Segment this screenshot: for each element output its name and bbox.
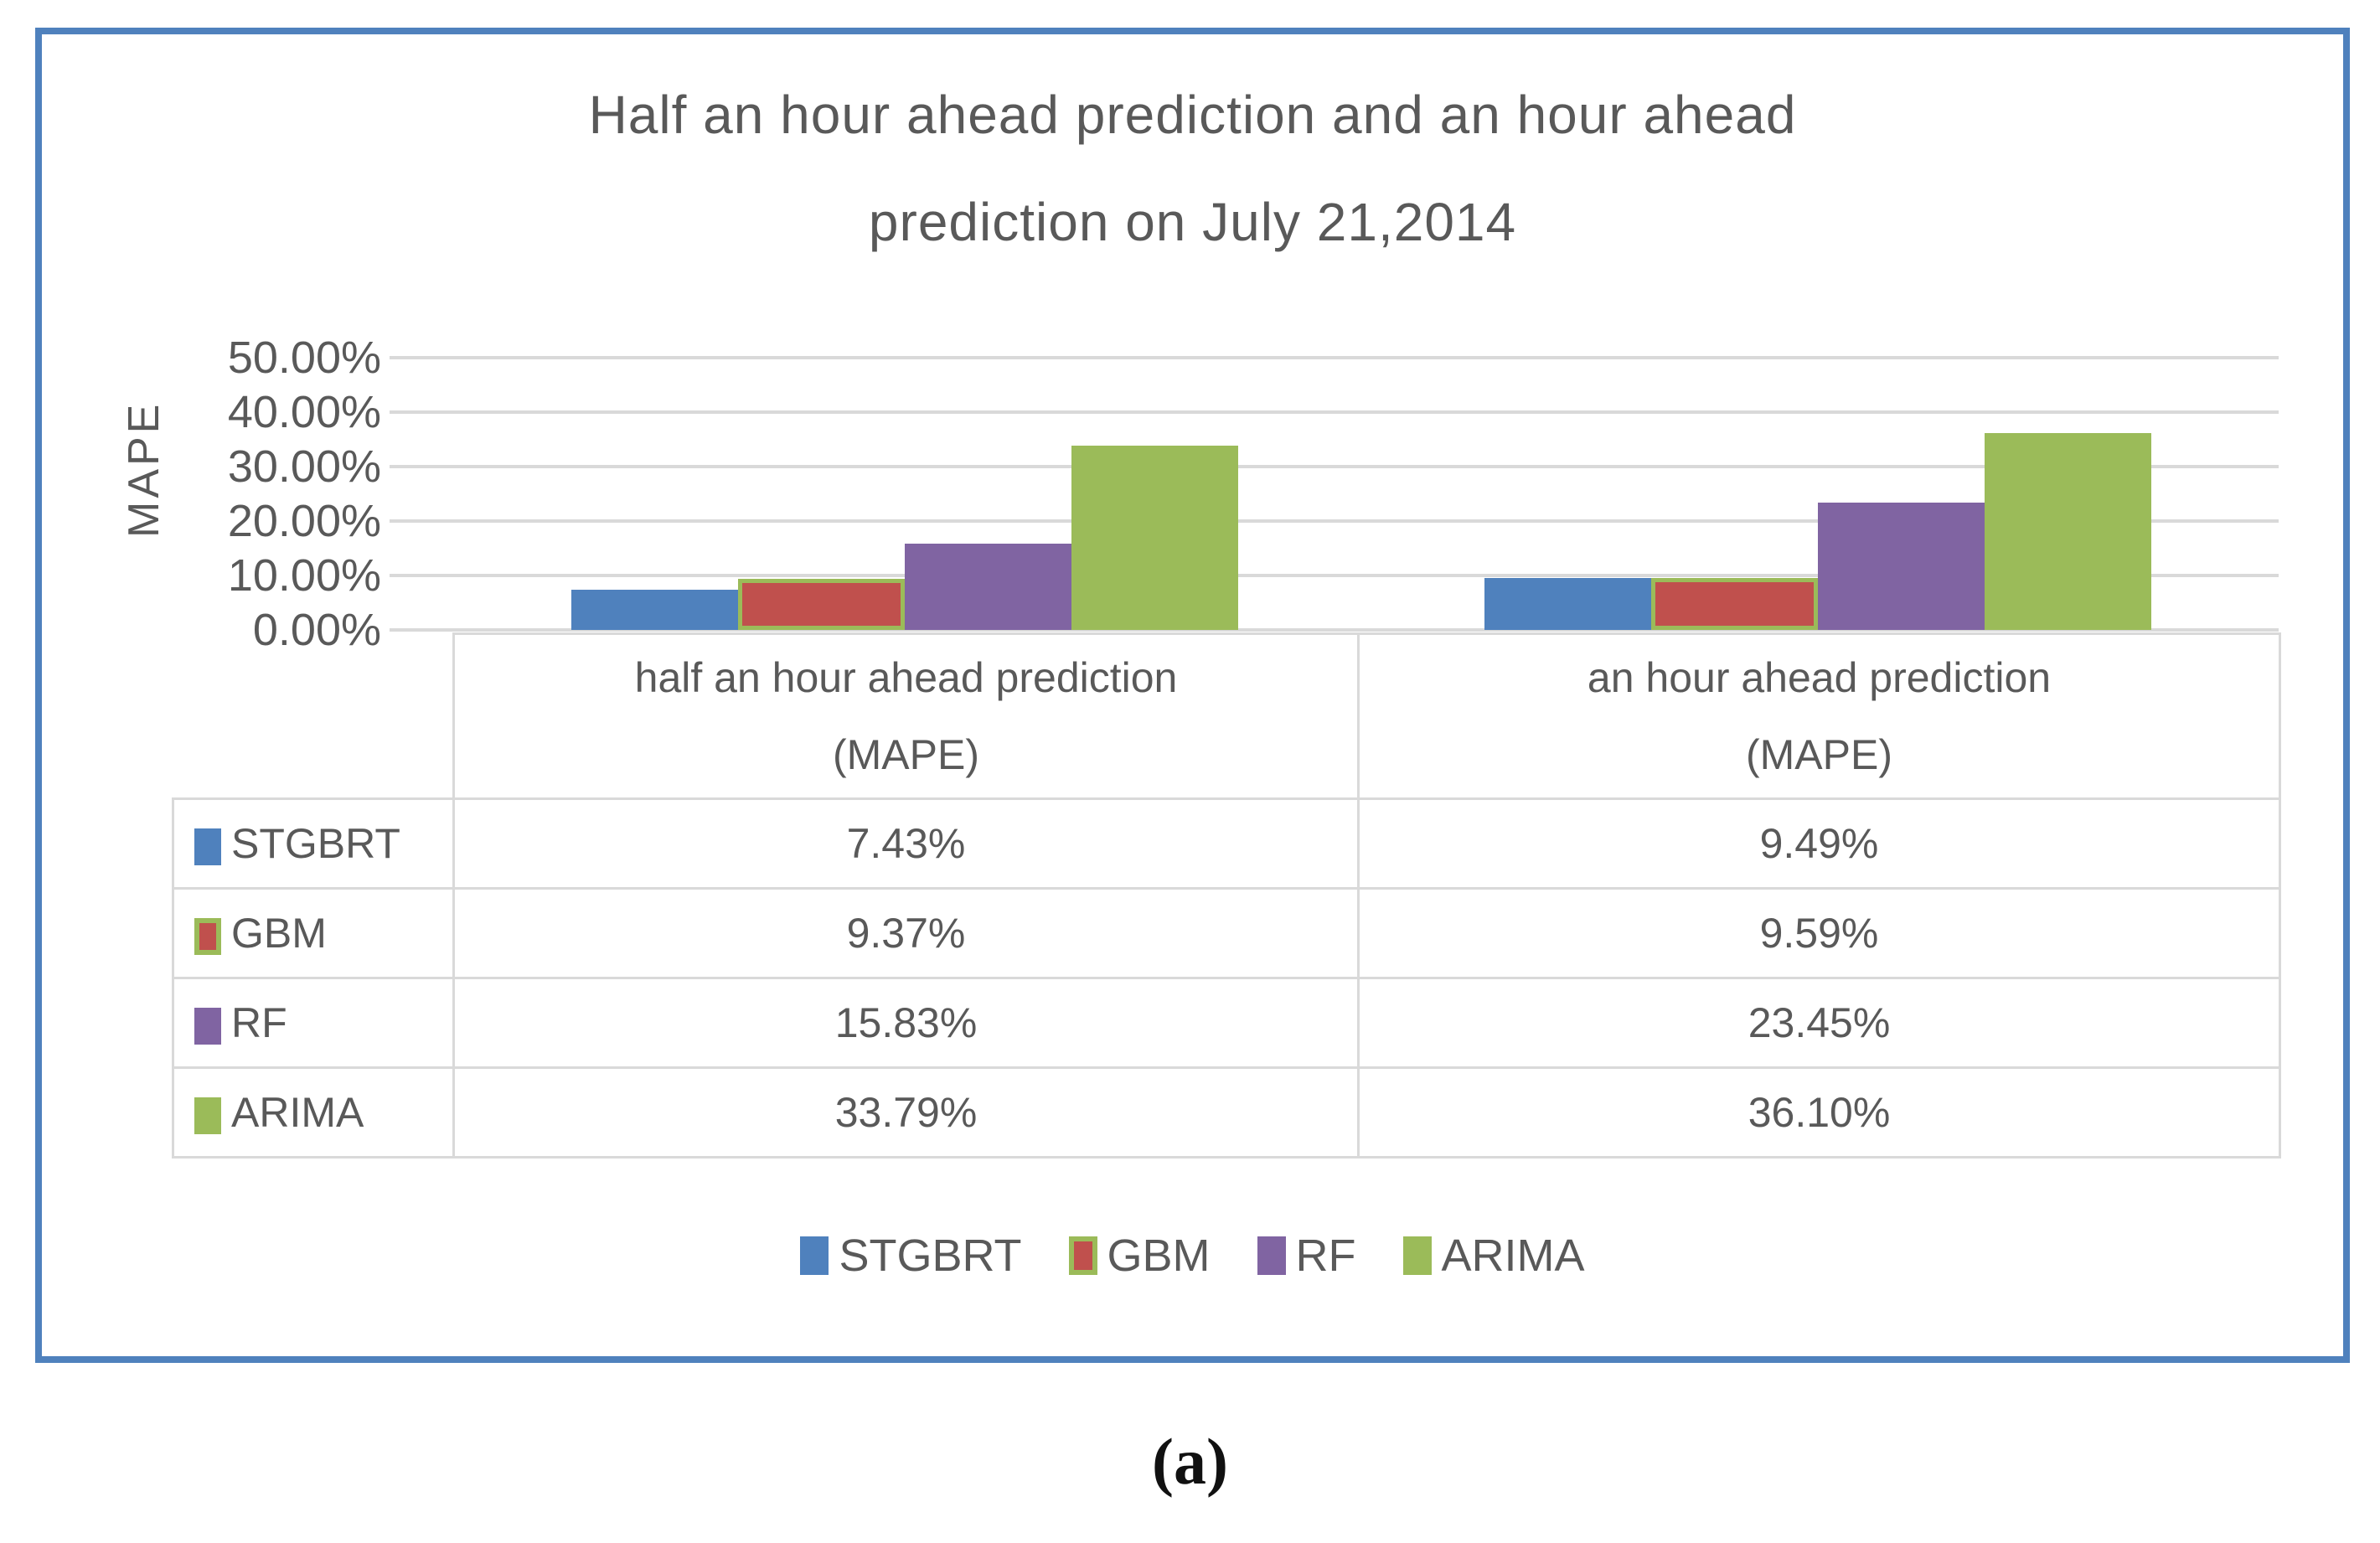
gridline — [390, 574, 2279, 577]
table-row: STGBRT 7.43% 9.49% — [172, 797, 2281, 890]
table-corner-empty — [173, 634, 454, 799]
legend-label: GBM — [1107, 1231, 1211, 1281]
y-tick-label: 0.00% — [252, 605, 381, 655]
column-header: half an hour ahead prediction (MAPE) — [452, 632, 1360, 800]
value-cell: 33.79% — [452, 1066, 1360, 1159]
series-swatch-icon — [194, 1007, 221, 1045]
gridline — [390, 410, 2279, 414]
chart-title-line2: prediction on July 21,2014 — [868, 192, 1517, 252]
column-header-line: (MAPE) — [1746, 731, 1892, 778]
series-swatch-icon — [194, 828, 221, 865]
value-cell: 9.37% — [452, 887, 1360, 979]
legend-item-gbm: GBM — [1068, 1230, 1211, 1282]
legend-swatch-icon — [1402, 1236, 1432, 1275]
gridline — [390, 356, 2279, 359]
bar-stgbrt-category-1 — [1484, 578, 1651, 630]
legend-swatch-icon — [1068, 1236, 1097, 1275]
y-tick-label: 20.00% — [227, 496, 381, 546]
series-name: STGBRT — [231, 820, 400, 867]
bar-rf-category-0 — [905, 544, 1071, 630]
row-label-arima: ARIMA — [172, 1066, 455, 1159]
row-label-stgbrt: STGBRT — [172, 797, 455, 890]
series-swatch-icon — [194, 1097, 221, 1134]
y-tick-label: 50.00% — [227, 333, 381, 383]
series-swatch-icon — [194, 917, 221, 955]
y-tick-label: 30.00% — [227, 441, 381, 492]
value-cell: 15.83% — [452, 977, 1360, 1069]
gridline — [390, 628, 2279, 632]
legend-item-arima: ARIMA — [1402, 1230, 1585, 1282]
table-row: ARIMA 33.79% 36.10% — [172, 1066, 2281, 1159]
column-header: an hour ahead prediction (MAPE) — [1357, 632, 2281, 800]
value-cell: 36.10% — [1357, 1066, 2281, 1159]
y-tick-label: 10.00% — [227, 550, 381, 601]
series-name: ARIMA — [231, 1089, 364, 1136]
series-name: RF — [231, 999, 287, 1046]
value-cell: 23.45% — [1357, 977, 2281, 1069]
column-header-line: (MAPE) — [833, 731, 979, 778]
legend-label: RF — [1295, 1231, 1356, 1281]
table-row: GBM 9.37% 9.59% — [172, 887, 2281, 979]
bar-gbm-category-0 — [738, 579, 905, 630]
table-header-row: half an hour ahead prediction (MAPE) an ho… — [173, 632, 2281, 800]
data-table: half an hour ahead prediction (MAPE) an ho… — [172, 632, 2281, 1159]
legend-item-rf: RF — [1257, 1230, 1356, 1282]
series-name: GBM — [231, 910, 327, 957]
bar-rf-category-1 — [1818, 503, 1985, 630]
bar-arima-category-0 — [1071, 446, 1238, 630]
value-cell: 7.43% — [452, 797, 1360, 890]
bar-stgbrt-category-0 — [571, 590, 738, 630]
row-label-rf: RF — [172, 977, 455, 1069]
bar-gbm-category-1 — [1651, 578, 1818, 630]
legend-swatch-icon — [800, 1236, 829, 1275]
gridline — [390, 519, 2279, 523]
value-cell: 9.49% — [1357, 797, 2281, 890]
legend-label: ARIMA — [1441, 1231, 1585, 1281]
column-header-line: an hour ahead prediction — [1587, 654, 2052, 701]
value-cell: 9.59% — [1357, 887, 2281, 979]
bar-arima-category-1 — [1985, 433, 2151, 630]
legend-label: STGBRT — [839, 1231, 1022, 1281]
row-label-gbm: GBM — [172, 887, 455, 979]
legend-item-stgbrt: STGBRT — [800, 1230, 1022, 1282]
column-header-line: half an hour ahead prediction — [634, 654, 1178, 701]
gridline — [390, 465, 2279, 468]
chart-title-line1: Half an hour ahead prediction and an hou… — [588, 85, 1797, 145]
legend: STGBRT GBM RF ARIMA — [35, 1230, 2350, 1282]
legend-swatch-icon — [1257, 1236, 1286, 1275]
table-row: RF 15.83% 23.45% — [172, 977, 2281, 1069]
y-tick-label: 40.00% — [227, 387, 381, 437]
figure-caption: (a) — [1152, 1425, 1228, 1498]
